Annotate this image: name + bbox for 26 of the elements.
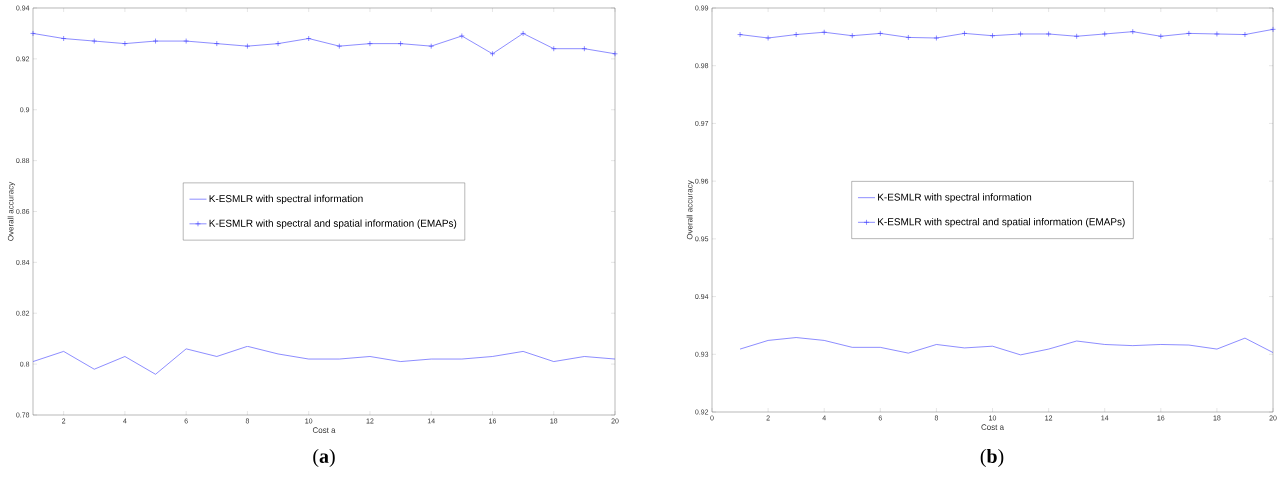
point — [961, 30, 968, 37]
point — [1017, 31, 1024, 37]
point — [849, 32, 856, 39]
point — [1129, 28, 1136, 35]
point — [905, 34, 912, 41]
point — [821, 29, 827, 36]
point — [933, 35, 940, 41]
point — [1073, 33, 1080, 40]
text: (b) — [980, 448, 1004, 468]
legend-label: K-ESMLR with spectral information — [209, 194, 363, 205]
point — [1214, 31, 1220, 37]
point — [1045, 31, 1052, 37]
point — [1101, 31, 1108, 37]
point — [1242, 31, 1248, 38]
line-series — [739, 337, 1274, 356]
point — [1158, 33, 1164, 40]
text: (a) — [313, 448, 335, 468]
point — [793, 31, 799, 38]
point — [877, 30, 884, 37]
line-series — [33, 346, 615, 375]
point — [1186, 30, 1192, 37]
legend-label: K-ESMLR with spectral and spatial information (EMAPs) — [209, 219, 457, 229]
legend-label: K-ESMLR with spectral information — [878, 193, 1032, 203]
point — [989, 32, 996, 39]
point — [765, 35, 771, 41]
legend-label: K-ESMLR with spectral and spatial information (EMAPs) — [878, 217, 1125, 228]
